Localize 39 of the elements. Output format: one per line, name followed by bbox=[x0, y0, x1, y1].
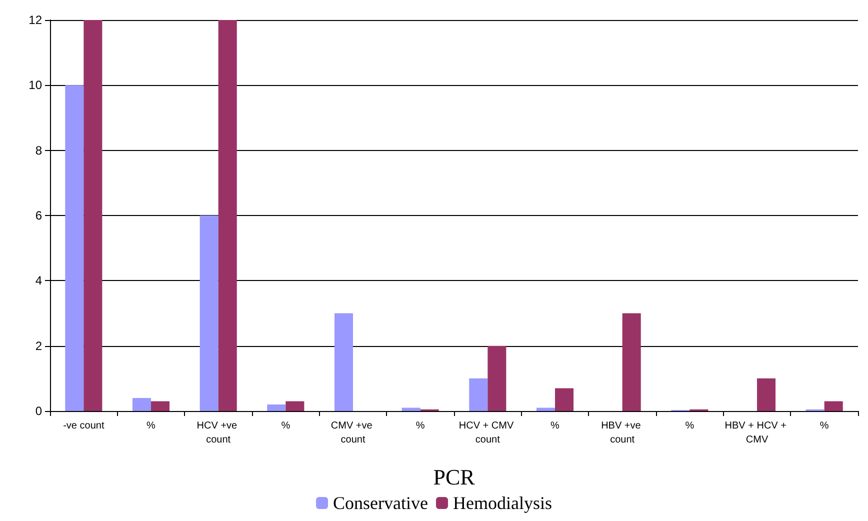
legend-label: Hemodialysis bbox=[452, 493, 552, 513]
x-tick-label: % bbox=[416, 420, 425, 432]
bar bbox=[334, 313, 353, 411]
x-tick-label: CMV +ve count bbox=[330, 420, 376, 446]
bar bbox=[824, 401, 843, 411]
bar bbox=[65, 85, 84, 411]
y-tick-label: 8 bbox=[35, 143, 42, 158]
x-axis-title: PCR bbox=[433, 464, 476, 490]
bar bbox=[218, 20, 237, 411]
bar bbox=[286, 401, 304, 411]
x-tick-label: % bbox=[820, 420, 829, 432]
x-tick-label: % bbox=[146, 420, 156, 432]
y-tick-label: 6 bbox=[35, 208, 42, 222]
bar bbox=[536, 408, 555, 411]
bar bbox=[151, 401, 170, 411]
bar bbox=[488, 346, 506, 411]
x-tick-label: HBV +ve count bbox=[601, 420, 644, 446]
bar bbox=[757, 378, 776, 411]
y-tick-label: 10 bbox=[28, 78, 42, 92]
bar bbox=[402, 408, 420, 411]
bar bbox=[84, 20, 102, 411]
y-tick-label: 0 bbox=[35, 404, 42, 418]
legend-label: Conservative bbox=[333, 493, 428, 513]
y-tick-label: 4 bbox=[35, 274, 42, 288]
x-tick-label: % bbox=[550, 420, 560, 432]
x-tick-label: HCV +ve count bbox=[196, 420, 240, 446]
x-tick-label: % bbox=[685, 420, 694, 432]
y-tick-label: 2 bbox=[35, 338, 42, 353]
bar bbox=[132, 398, 151, 411]
bar bbox=[622, 313, 641, 411]
x-tick-label: % bbox=[281, 420, 290, 432]
bar bbox=[200, 216, 218, 411]
x-tick-label: HCV + CMV count bbox=[458, 420, 516, 446]
bar bbox=[267, 404, 286, 411]
bar bbox=[469, 378, 488, 411]
x-tick-label: HBV + HCV + CMV bbox=[724, 420, 790, 446]
y-tick-label: 12 bbox=[28, 13, 42, 27]
bar bbox=[555, 388, 574, 411]
x-tick-label: -ve count bbox=[63, 420, 104, 432]
